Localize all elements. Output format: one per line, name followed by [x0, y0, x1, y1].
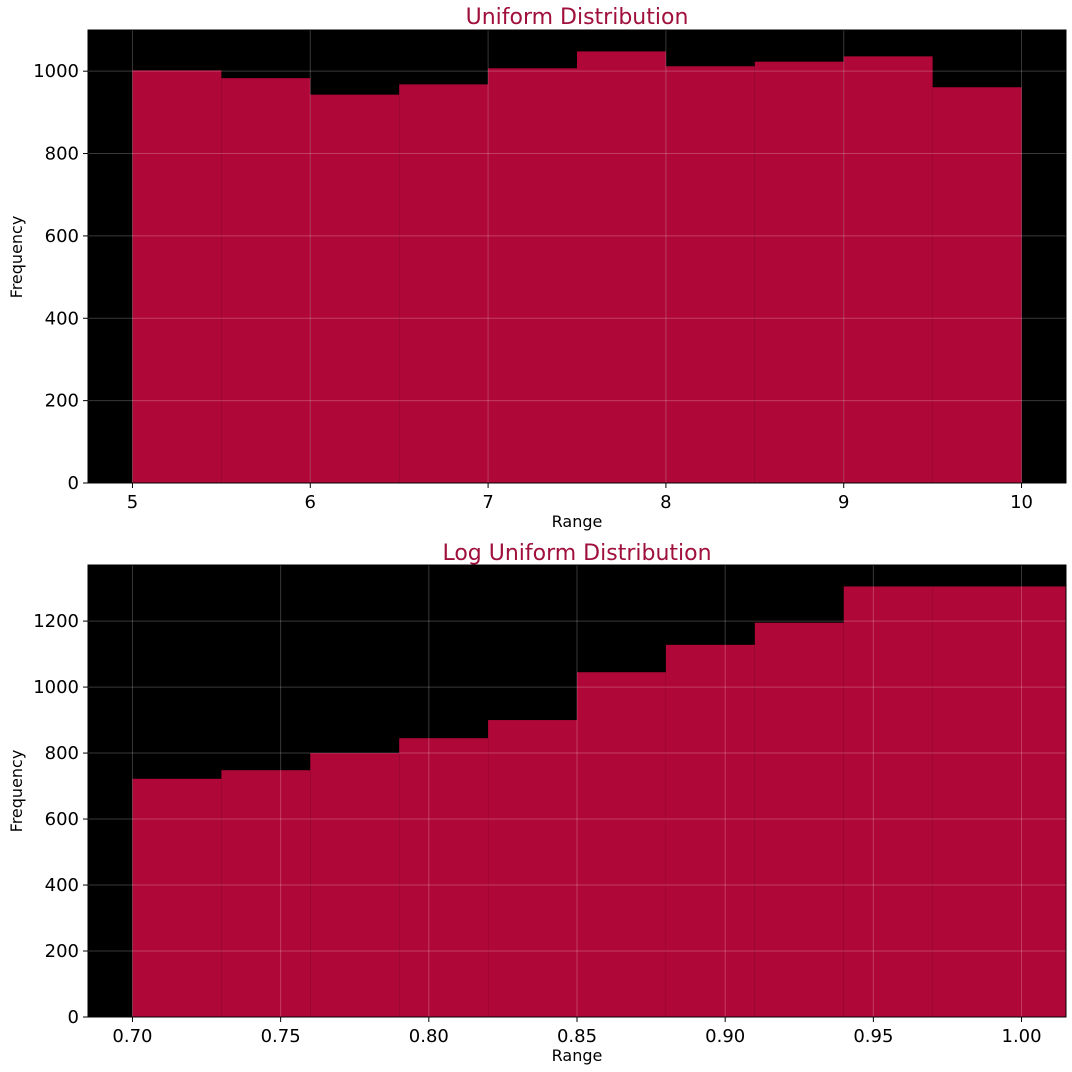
- histogram-bar: [310, 753, 400, 1017]
- histogram-bar: [843, 56, 933, 484]
- histogram-bar: [310, 94, 400, 483]
- histogram-bar: [132, 70, 222, 483]
- plot-frame: [87, 29, 1067, 484]
- y-tick-label: 800: [45, 743, 79, 764]
- chart-title: Log Uniform Distribution: [442, 541, 711, 566]
- x-tick-label: 0.95: [853, 1026, 893, 1047]
- y-tick-label: 200: [45, 941, 79, 962]
- y-tick-label: 600: [45, 226, 79, 247]
- histogram-bar: [399, 84, 489, 484]
- histogram-bar: [932, 87, 1022, 483]
- x-tick-label: 0.90: [705, 1026, 745, 1047]
- histogram-bar: [132, 778, 222, 1017]
- x-tick-label: 6: [305, 492, 316, 513]
- histogram-bar: [221, 770, 311, 1017]
- x-tick-label: 7: [482, 492, 493, 513]
- y-tick-label: 0: [68, 473, 79, 494]
- x-tick-label: 9: [838, 492, 849, 513]
- x-tick-label: 0.70: [112, 1026, 152, 1047]
- y-tick-label: 800: [45, 144, 79, 165]
- y-tick-label: 400: [45, 308, 79, 329]
- histogram-bar: [221, 78, 311, 483]
- y-tick-label: 1000: [33, 677, 79, 698]
- x-tick-label: 0.80: [409, 1026, 449, 1047]
- chart-title: Uniform Distribution: [466, 5, 689, 30]
- histogram-bar: [577, 672, 666, 1017]
- y-tick-label: 1200: [33, 611, 79, 632]
- histogram-bar: [843, 586, 933, 1017]
- histogram-bar: [488, 68, 577, 484]
- plot-frame: [87, 564, 1067, 1018]
- y-tick-label: 1000: [33, 61, 79, 82]
- histogram-bar: [665, 644, 755, 1017]
- x-tick-label: 5: [127, 492, 138, 513]
- x-tick-label: 0.85: [557, 1026, 597, 1047]
- x-tick-label: 1.00: [1002, 1026, 1042, 1047]
- histogram-bar: [488, 720, 577, 1017]
- x-tick-label: 10: [1010, 492, 1033, 513]
- x-tick-label: 0.75: [261, 1026, 301, 1047]
- log-uniform-distribution-chart: Log Uniform Distribution Range Frequency…: [7, 541, 1067, 1065]
- histogram-bar: [932, 586, 1066, 1017]
- y-tick-label: 200: [45, 391, 79, 412]
- histogram-bar: [665, 66, 755, 484]
- y-axis-label: Frequency: [7, 216, 26, 299]
- histogram-bar: [754, 61, 844, 484]
- histogram-bar: [577, 51, 666, 483]
- histogram-bar: [399, 738, 489, 1017]
- x-axis-label: Range: [552, 512, 603, 531]
- x-axis-label: Range: [552, 1046, 603, 1065]
- y-tick-label: 400: [45, 875, 79, 896]
- x-tick-label: 8: [660, 492, 671, 513]
- uniform-distribution-chart: Uniform Distribution Range Frequency 5 6 7…: [7, 5, 1067, 531]
- y-tick-label: 600: [45, 809, 79, 830]
- y-tick-label: 0: [68, 1007, 79, 1028]
- histogram-bar: [754, 622, 844, 1017]
- y-axis-label: Frequency: [7, 750, 26, 833]
